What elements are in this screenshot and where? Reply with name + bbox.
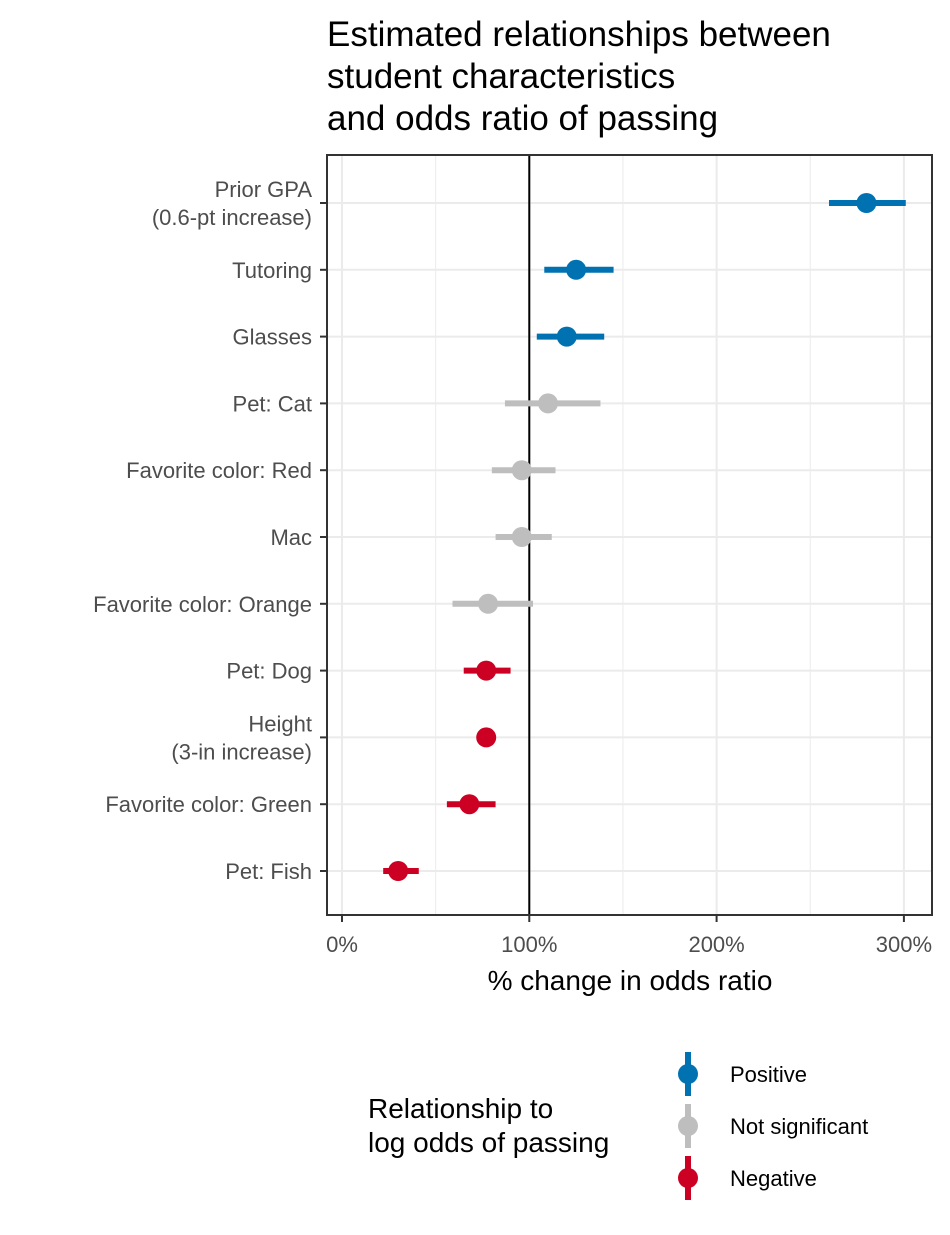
x-tick-label: 100%: [501, 932, 557, 957]
estimate-point: [478, 593, 499, 614]
y-tick-label: Pet: Fish: [225, 859, 312, 884]
legend-title-line: log odds of passing: [368, 1127, 609, 1158]
estimate-point: [566, 259, 587, 280]
y-tick-label-line: (3-in increase): [171, 739, 312, 764]
y-tick-label: Prior GPA (0.6-pt increase): [152, 177, 313, 230]
x-tick-label: 0%: [326, 932, 358, 957]
y-tick-label-line: Favorite color: Green: [105, 792, 312, 817]
y-tick-label: Favorite color: Green: [105, 792, 312, 817]
y-axis: Prior GPA (0.6-pt increase) Tutoring Glasse…: [93, 177, 327, 884]
legend-key-point: [678, 1064, 698, 1084]
legend-key-point: [678, 1116, 698, 1136]
data-marks: [383, 193, 906, 881]
y-tick-label-line: Glasses: [233, 325, 312, 350]
chart-title-line: student characteristics: [327, 57, 675, 96]
y-tick-label-line: Tutoring: [232, 258, 312, 283]
legend-entry-label: Not significant: [730, 1114, 868, 1139]
y-tick-label: Pet: Cat: [233, 391, 312, 416]
chart-title-line: and odds ratio of passing: [327, 99, 718, 138]
legend-entry-label: Negative: [730, 1166, 817, 1191]
y-tick-label: Favorite color: Orange: [93, 592, 312, 617]
y-tick-label-line: Favorite color: Red: [126, 458, 312, 483]
estimate-point: [388, 861, 409, 881]
panel-border-rect: [326, 154, 933, 916]
y-tick-label-line: Prior GPA: [215, 177, 313, 202]
y-tick-label-line: Pet: Cat: [233, 391, 312, 416]
legend-key-point: [678, 1168, 698, 1188]
estimate-point: [459, 794, 480, 815]
estimate-point: [511, 527, 532, 547]
y-tick-label: Glasses: [233, 325, 312, 350]
estimate-point: [556, 326, 577, 347]
y-tick-label-line: Pet: Dog: [226, 659, 312, 684]
y-tick-label-line: Favorite color: Orange: [93, 592, 312, 617]
y-tick-label: Mac: [270, 525, 312, 550]
y-tick-label: Favorite color: Red: [126, 458, 312, 483]
y-tick-label-line: (0.6-pt increase): [152, 205, 312, 230]
estimate-point: [476, 660, 497, 681]
panel-border: [326, 154, 933, 916]
legend-title-line: Relationship to: [368, 1093, 553, 1124]
estimate-point: [856, 193, 877, 213]
estimate-point: [538, 393, 559, 414]
x-tick-label: 300%: [876, 932, 932, 957]
y-tick-label: Tutoring: [232, 258, 312, 283]
y-tick-label-line: Mac: [270, 525, 312, 550]
y-tick-label: Height (3-in increase): [171, 711, 312, 764]
x-axis: 0% 100% 200% 300%: [326, 915, 932, 957]
x-tick-label: 200%: [688, 932, 744, 957]
legend-entry-label: Positive: [730, 1062, 807, 1087]
y-tick-label: Pet: Dog: [226, 659, 312, 684]
grid-lines: [327, 155, 932, 915]
x-axis-title: % change in odds ratio: [488, 965, 773, 996]
y-tick-label-line: Height: [248, 711, 312, 736]
y-tick-label-line: Pet: Fish: [225, 859, 312, 884]
estimate-point: [511, 460, 532, 481]
estimate-point: [476, 727, 497, 748]
chart-title-line: Estimated relationships between: [327, 15, 831, 54]
